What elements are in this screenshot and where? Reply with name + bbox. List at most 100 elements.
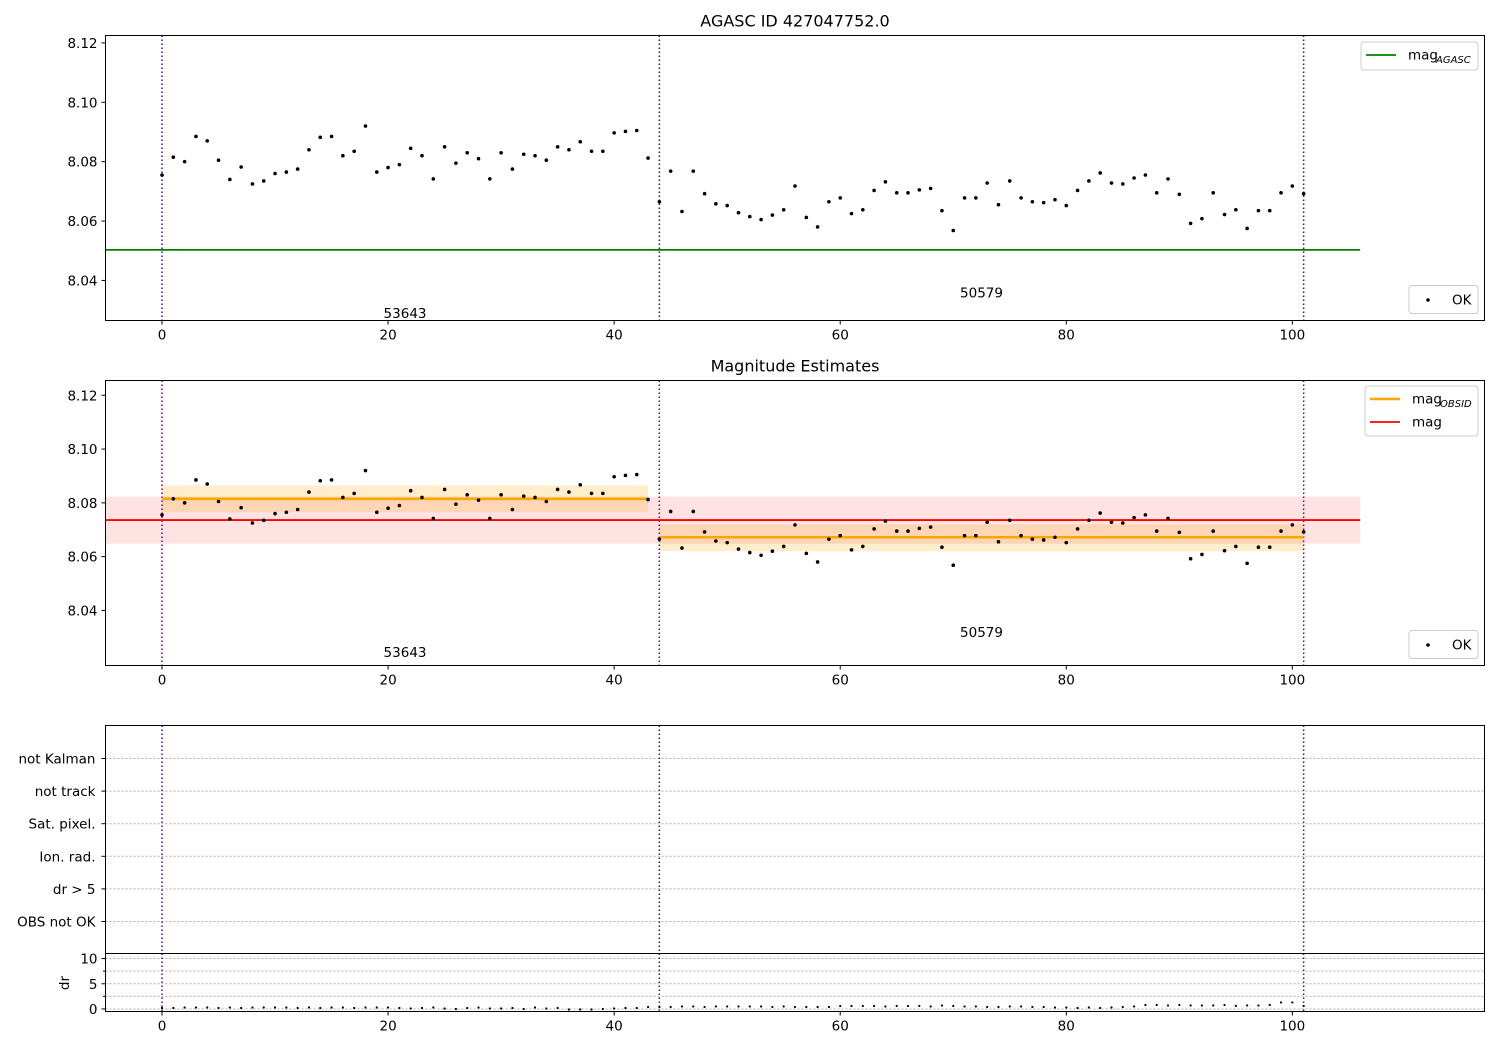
data-point [1290,184,1295,188]
data-point [872,527,876,531]
obsid-label: 53643 [384,645,427,661]
dr-point [579,1008,582,1011]
data-point [1109,520,1114,524]
data-point [307,490,311,494]
data-point [736,547,741,551]
data-point [171,155,176,160]
dr-point [1132,1005,1136,1008]
dr-point [1234,1004,1237,1008]
dr-point [443,1007,446,1010]
x-tick-label: 60 [832,673,849,689]
data-point [1245,226,1249,231]
y-tick-label: 8.12 [67,388,97,404]
y-tick-label: 8.04 [67,603,97,619]
dr-point [477,1006,480,1009]
dr-point [1189,1004,1192,1007]
y-tick-label: 8.04 [67,273,97,289]
data-point [239,165,243,169]
data-point [793,184,797,188]
data-point [1132,176,1136,180]
dr-point [782,1005,785,1008]
data-point [974,533,978,538]
dr-point [737,1005,740,1008]
data-point [329,478,334,482]
data-point [589,149,594,154]
y-tick-label: 8.10 [67,95,97,111]
dr-point [861,1004,864,1008]
data-point [1279,191,1283,195]
dr-point [556,1006,559,1010]
data-point [1279,529,1283,533]
dr-point [658,1005,661,1009]
dr-point [172,1006,175,1010]
legend-label: mag [1412,415,1442,431]
data-point [646,497,650,502]
data-point [1075,527,1080,531]
legend-label: OK [1452,638,1473,654]
obsid-label: 53643 [384,306,427,322]
legend-label: mag [1408,48,1438,64]
dr-point [726,1005,729,1008]
data-point [646,156,650,160]
data-point [1132,515,1136,520]
data-point [1234,207,1238,212]
data-point [1234,544,1238,549]
data-point [1301,530,1306,534]
dr-point [906,1004,910,1008]
data-point [1064,203,1069,208]
data-point [940,208,944,213]
data-point [442,487,447,492]
chart-title: AGASC ID 427047752.0 [700,12,889,31]
data-point [194,478,198,482]
data-point [578,483,583,487]
data-point [1064,540,1069,545]
data-point [691,169,696,173]
dr-point [680,1005,684,1008]
dr-point [624,1006,627,1010]
data-point [216,158,221,162]
data-point [815,225,820,229]
data-point [623,129,628,134]
data-point [1267,208,1272,213]
data-point [996,540,1001,544]
plot-frame [105,380,1485,666]
dr-point [816,1005,819,1009]
dr-point [1302,1004,1305,1008]
data-point [770,213,775,217]
data-point [1098,511,1102,515]
y-tick-label: dr > 5 [53,882,96,898]
data-point [1166,516,1170,521]
plot-frame [105,725,1485,954]
data-point [1098,171,1102,175]
dr-point [522,1007,525,1011]
data-point [250,521,255,525]
legend-label-subscript: OBSID [1440,399,1472,410]
data-point [374,510,379,515]
data-point [1301,191,1306,196]
dr-point [692,1005,695,1008]
data-point [318,478,323,483]
chart-title: Magnitude Estimates [711,357,880,376]
data-point [974,196,978,200]
data-point [205,139,210,143]
dr-point [183,1006,186,1009]
data-point [702,530,707,534]
y-tick-label: 8.12 [67,36,97,52]
dr-point [1223,1003,1226,1007]
data-point [1075,188,1080,193]
data-point [1222,212,1227,217]
dr-point [1110,1006,1113,1009]
data-point [160,173,164,177]
data-point [883,519,888,523]
dr-point [1099,1006,1102,1010]
dr-point [1212,1004,1215,1007]
data-point [352,491,356,496]
dr-point [386,1006,390,1009]
data-point [386,165,390,170]
dr-point [1279,1001,1283,1004]
dr-point [646,1005,650,1009]
data-point [273,511,277,516]
data-point [1290,523,1295,527]
data-point [352,149,356,154]
